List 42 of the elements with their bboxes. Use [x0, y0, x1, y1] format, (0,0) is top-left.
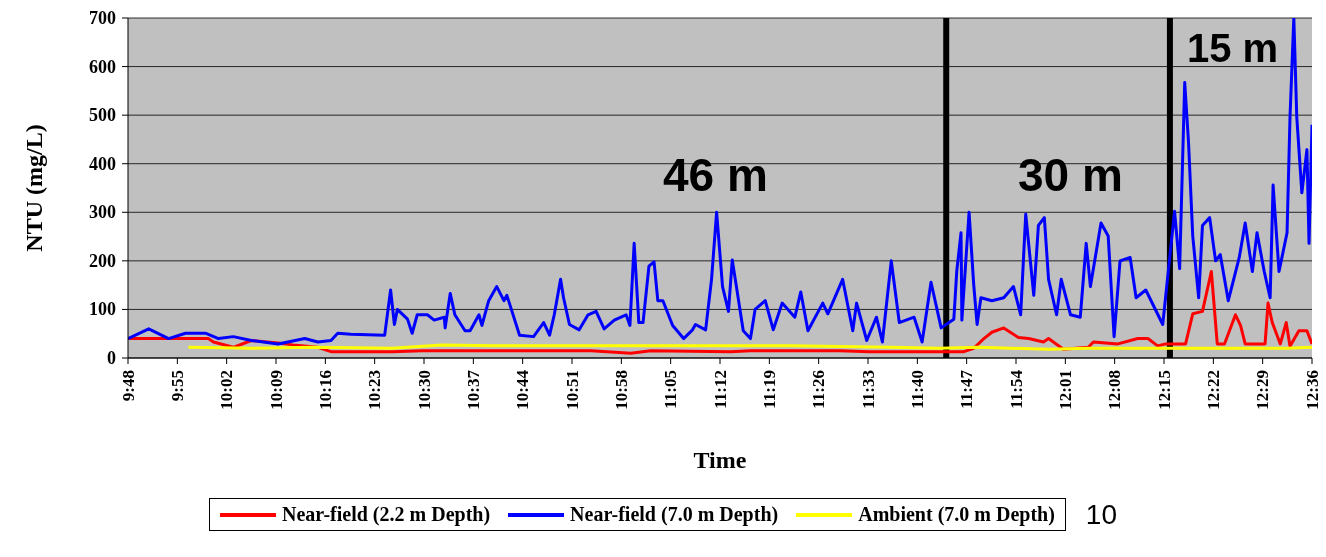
x-tick-label: 12:08 — [1105, 370, 1125, 410]
x-tick-label: 12:29 — [1253, 370, 1273, 410]
x-tick-label: 10:09 — [266, 370, 286, 410]
y-tick-label: 100 — [89, 299, 116, 320]
x-tick-label: 11:26 — [809, 370, 829, 409]
annotation: 30 m — [1018, 148, 1123, 202]
y-tick-label: 300 — [89, 202, 116, 223]
x-tick-label: 10:44 — [513, 369, 533, 410]
y-tick-label: 400 — [89, 153, 116, 174]
annotation: 15 m — [1187, 26, 1279, 71]
x-tick-label: 10:30 — [414, 370, 434, 410]
x-axis-title: Time — [693, 447, 747, 473]
y-tick-label: 0 — [107, 348, 116, 368]
x-tick-label: 10:02 — [217, 370, 237, 410]
x-tick-label: 12:01 — [1055, 370, 1075, 410]
x-tick-label: 11:05 — [661, 370, 681, 409]
x-tick-label: 12:22 — [1203, 370, 1223, 410]
x-tick-label: 10:58 — [611, 370, 631, 410]
x-tick-label: 11:40 — [907, 370, 927, 409]
y-tick-label: 200 — [89, 250, 116, 271]
x-tick-label: 10:51 — [562, 370, 582, 410]
x-tick-label: 11:54 — [1006, 369, 1026, 409]
legend-label: Ambient (7.0 m Depth) — [858, 503, 1055, 526]
x-tick-label: 10:37 — [463, 369, 483, 410]
x-tick-label: 12:15 — [1154, 370, 1174, 410]
annotation: 46 m — [663, 148, 768, 202]
legend-label: Near-field (7.0 m Depth) — [570, 503, 779, 526]
x-tick-label: 9:55 — [167, 370, 187, 402]
x-tick-label: 11:33 — [858, 370, 878, 409]
x-tick-label: 9:48 — [118, 370, 138, 402]
legend-label: Near-field (2.2 m Depth) — [281, 503, 491, 526]
y-axis-title: NTU (mg/L) — [20, 124, 47, 252]
y-tick-label: 500 — [89, 105, 116, 126]
x-tick-label: 10:23 — [365, 370, 385, 410]
x-tick-label: 11:12 — [710, 370, 730, 409]
y-tick-label: 700 — [89, 8, 116, 28]
x-tick-label: 11:19 — [759, 370, 779, 409]
x-tick-label: 11:47 — [957, 369, 977, 409]
x-tick-label: 10:16 — [315, 370, 335, 410]
x-tick-label: 12:36 — [1302, 370, 1322, 410]
y-tick-label: 600 — [89, 56, 116, 77]
text: 10 — [1085, 498, 1118, 531]
